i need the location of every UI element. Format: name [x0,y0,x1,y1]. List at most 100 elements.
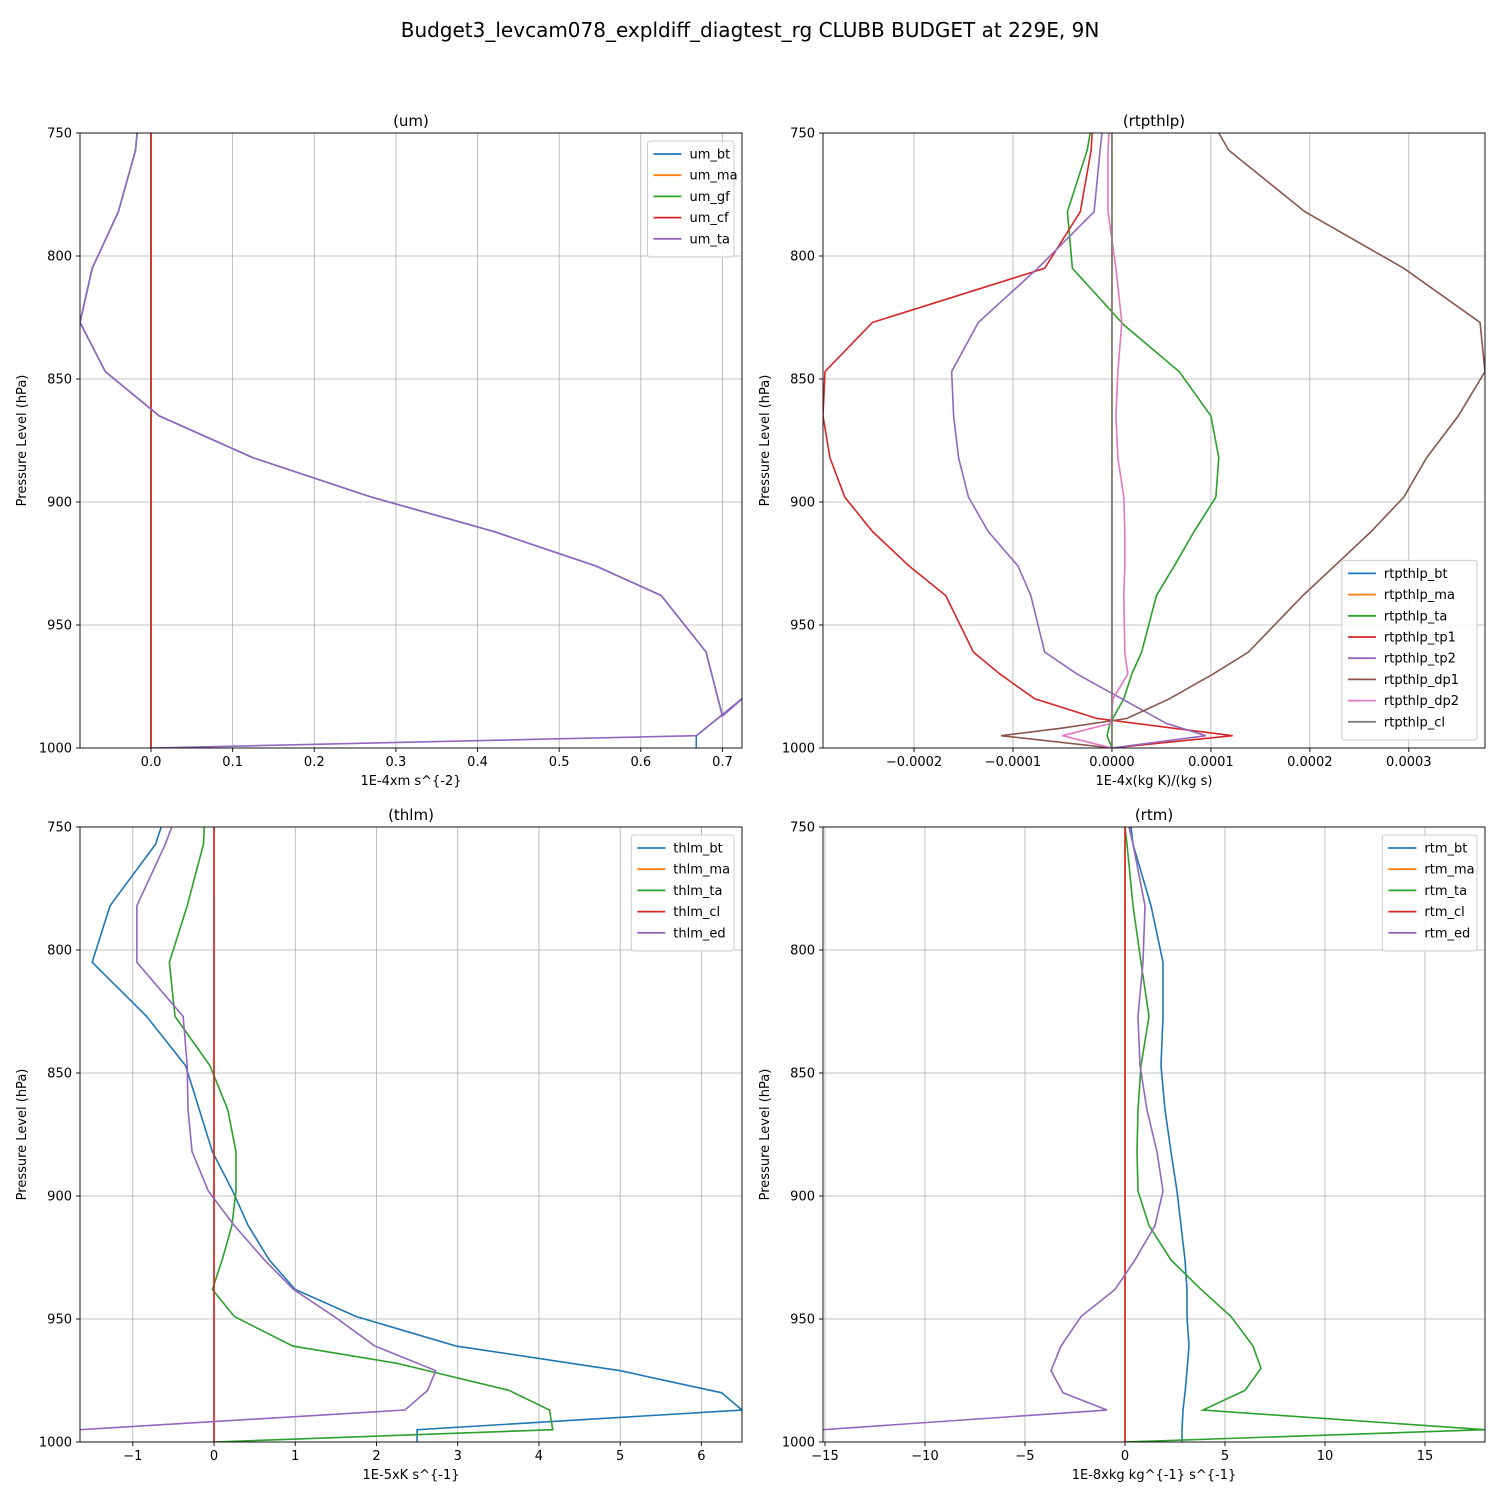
series-line-rtpthlp_ta [1066,133,1220,748]
rtpthlp-xtick-label: −0.0002 [886,755,942,770]
rtpthlp-ytick-label: 1000 [782,742,815,757]
rtm-axes-frame [822,826,1486,1443]
um-xtick-label: 0.3 [386,755,407,770]
legend-label-rtpthlp_tp2: rtpthlp_tp2 [1384,652,1456,667]
thlm-axes-frame [79,826,743,1443]
rtpthlp-xtick-label: −0.0001 [985,755,1041,770]
thlm-ytick-label: 1000 [39,1436,72,1451]
rtpthlp-ytick-label: 900 [790,496,815,511]
rtm-xtick-label: −5 [1015,1449,1034,1464]
legend-label-um_ma: um_ma [690,169,738,184]
um-xtick-label: 0.0 [141,755,162,770]
series-line-rtm_ed [823,827,1164,1431]
um-ylabel: Pressure Level (hPa) [15,375,30,507]
legend-label-rtm_ta: rtm_ta [1424,884,1467,899]
legend-label-rtm_cl: rtm_cl [1424,905,1464,920]
rtm-legend-box [1381,834,1478,952]
thlm-ylabel: Pressure Level (hPa) [15,1069,30,1201]
legend-label-thlm_cl: thlm_cl [673,905,720,920]
rtm-ytick-label: 900 [790,1190,815,1205]
panel-thlm: −1 0 1 2 3 4 5 6 750 800 850 900 950 1000 (thlm) 1E-5xK… [15,806,743,1483]
legend-label-rtm_ed: rtm_ed [1424,926,1470,941]
rtpthlp-ytick-label: 850 [790,373,815,388]
series-line-rtpthlp_tp2 [950,133,1207,748]
legend-label-rtm_ma: rtm_ma [1424,863,1474,878]
thlm-ytick-label: 800 [47,944,72,959]
thlm-xtick-label: 3 [454,1449,462,1464]
rtm-legend: rtm_bt rtm_ma rtm_ta rtm_cl rtm_ed [1381,834,1478,952]
thlm-xtick-label: 0 [210,1449,218,1464]
rtpthlp-xlabel: 1E-4x(kg K)/(kg s) [1096,774,1213,789]
legend-label-thlm_ed: thlm_ed [673,926,725,941]
um-ytick-label: 950 [47,619,72,634]
rtm-xtick-label: 0 [1121,1449,1129,1464]
panel-rtpthlp: −0.0002 −0.0001 0.0000 0.0001 0.0002 0.0003 75… [758,112,1486,789]
rtm-series-group [823,827,1485,1442]
um-xlabel: 1E-4xm s^{-2} [360,774,461,789]
legend-label-rtpthlp_dp2: rtpthlp_dp2 [1384,694,1459,709]
um-xtick-label: 0.5 [549,755,570,770]
series-line-rtpthlp_tp1 [823,133,1233,748]
thlm-xtick-label: 5 [616,1449,624,1464]
um-ytick-label: 1000 [39,742,72,757]
thlm-ytick-label: 950 [47,1313,72,1328]
thlm-legend-box [630,834,735,952]
legend-label-thlm_ma: thlm_ma [673,863,730,878]
rtm-ytick-label: 1000 [782,1436,815,1451]
thlm-legend: thlm_bt thlm_ma thlm_ta thlm_cl thlm_ed [630,834,735,952]
rtpthlp-legend: rtpthlp_bt rtpthlp_ma rtpthlp_ta rtpthlp_tp… [1341,559,1478,741]
figure-suptitle: Budget3_levcam078_expldiff_diagtest_rg C… [401,18,1100,42]
thlm-series-group [80,827,742,1442]
series-line-thlm_bt [91,827,742,1442]
um-legend: um_bt um_ma um_gf um_cf um_ta [647,140,738,258]
rtm-ytick-label: 750 [790,821,815,836]
series-line-um_ta [80,133,742,748]
series-line-rtm_bt [1130,827,1190,1442]
rtm-xtick-label: −10 [911,1449,938,1464]
series-line-rtpthlp_dp1 [1001,133,1485,748]
rtm-ytick-label: 850 [790,1067,815,1082]
rtpthlp-legend-box [1341,559,1478,741]
thlm-xlabel: 1E-5xK s^{-1} [363,1468,460,1483]
legend-label-rtm_bt: rtm_bt [1424,842,1467,857]
thlm-ytick-label: 850 [47,1067,72,1082]
rtpthlp-xtick-label: 0.0001 [1188,755,1234,770]
um-ytick-label: 750 [47,127,72,142]
thlm-ytick-label: 900 [47,1190,72,1205]
panel-um: 0.0 0.1 0.2 0.3 0.4 0.5 0.6 0.7 750 800 850 900 950 1… [15,112,743,789]
thlm-ytick-label: 750 [47,821,72,836]
um-series-group [80,133,742,748]
rtpthlp-xtick-label: 0.0003 [1386,755,1432,770]
rtpthlp-axes-frame [822,132,1486,749]
rtm-xtick-label: 15 [1417,1449,1434,1464]
thlm-xtick-label: 6 [697,1449,705,1464]
legend-label-rtpthlp_ta: rtpthlp_ta [1384,609,1447,624]
um-xtick-label: 0.1 [222,755,243,770]
um-title: (um) [393,112,429,130]
thlm-xtick-label: 4 [535,1449,543,1464]
rtm-ylabel: Pressure Level (hPa) [758,1069,773,1201]
rtm-ytick-label: 950 [790,1313,815,1328]
thlm-xtick-label: 1 [291,1449,299,1464]
legend-label-rtpthlp_bt: rtpthlp_bt [1384,567,1448,582]
legend-label-um_ta: um_ta [690,232,730,247]
series-line-thlm_ta [168,827,554,1442]
legend-label-thlm_ta: thlm_ta [673,884,722,899]
series-line-rtm_ta [1124,827,1485,1442]
rtpthlp-series-group [823,133,1485,748]
rtm-ytick-label: 800 [790,944,815,959]
legend-label-rtpthlp_tp1: rtpthlp_tp1 [1384,631,1456,646]
rtm-xlabel: 1E-8xkg kg^{-1} s^{-1} [1072,1468,1237,1483]
thlm-title: (thlm) [388,806,434,824]
rtm-xtick-label: 5 [1221,1449,1229,1464]
rtpthlp-title: (rtpthlp) [1123,112,1185,130]
um-ytick-label: 900 [47,496,72,511]
legend-label-um_cf: um_cf [690,211,730,226]
rtpthlp-xtick-label: 0.0000 [1089,755,1135,770]
legend-label-thlm_bt: thlm_bt [673,842,722,857]
um-ytick-label: 850 [47,373,72,388]
um-axes-frame [79,132,743,749]
rtm-title: (rtm) [1135,806,1173,824]
thlm-xtick-label: −1 [123,1449,142,1464]
